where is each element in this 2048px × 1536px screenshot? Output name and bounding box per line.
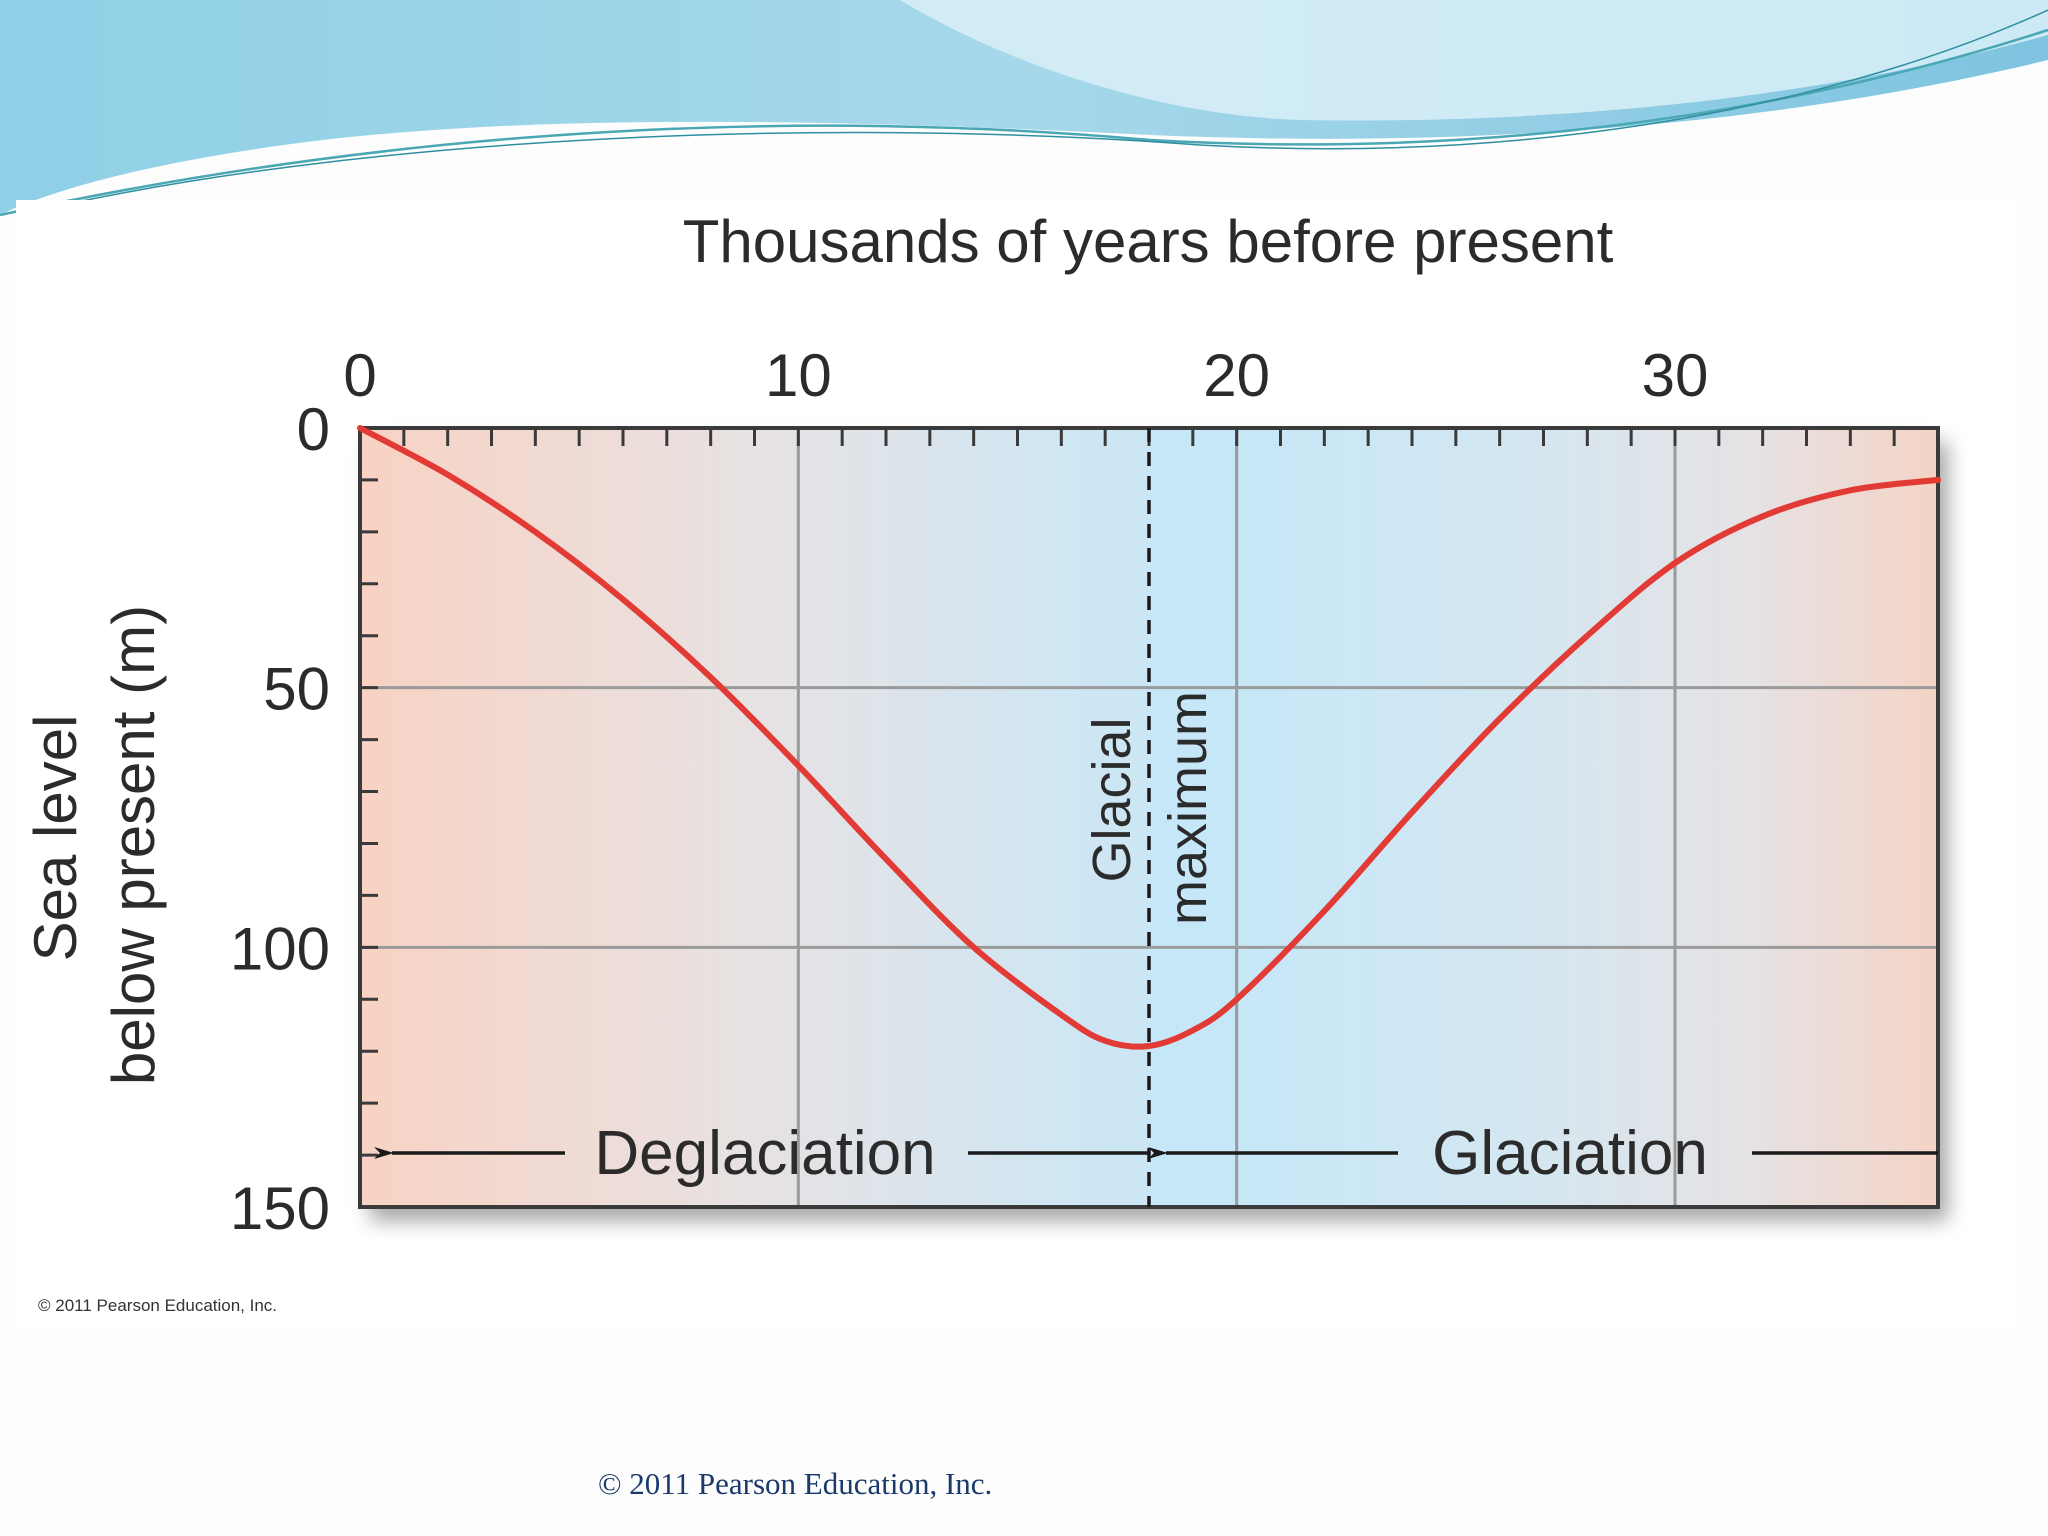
minor-ticks [358,426,1940,1209]
x-tick-labels: 0 10 20 30 [343,342,1708,409]
y-tick-label-100: 100 [230,915,330,982]
figure-copyright: © 2011 Pearson Education, Inc. [38,1296,278,1315]
x-axis-title: Thousands of years before present [683,208,1614,275]
y-tick-label-0: 0 [297,396,330,463]
glacial-maximum-label-line-1: Glacial [1082,717,1142,882]
glacial-maximum-band [1150,428,1238,1207]
glaciation-label: Glaciation [1432,1119,1708,1188]
y-tick-labels: 0 50 100 150 [230,396,330,1242]
x-tick-label-10: 10 [765,342,832,409]
grid-lines [360,428,1938,1207]
deglaciation-label: Deglaciation [594,1119,935,1188]
header-wave-highlight [900,0,2048,121]
y-axis-title-line-1: Sea level [22,715,89,962]
x-tick-label-20: 20 [1203,342,1270,409]
y-axis-title-line-2: below present (m) [100,605,167,1085]
y-tick-label-150: 150 [230,1175,330,1242]
x-tick-label-0: 0 [343,342,376,409]
glacial-maximum-label-line-2: maximum [1158,691,1218,925]
x-tick-label-30: 30 [1642,342,1709,409]
y-tick-label-50: 50 [263,656,330,723]
slide-footer-copyright: © 2011 Pearson Education, Inc. [598,1466,993,1501]
header-wave-decoration [0,0,2048,217]
header-wave-line-2 [39,9,2048,211]
sea-level-series-line [357,425,1941,1050]
